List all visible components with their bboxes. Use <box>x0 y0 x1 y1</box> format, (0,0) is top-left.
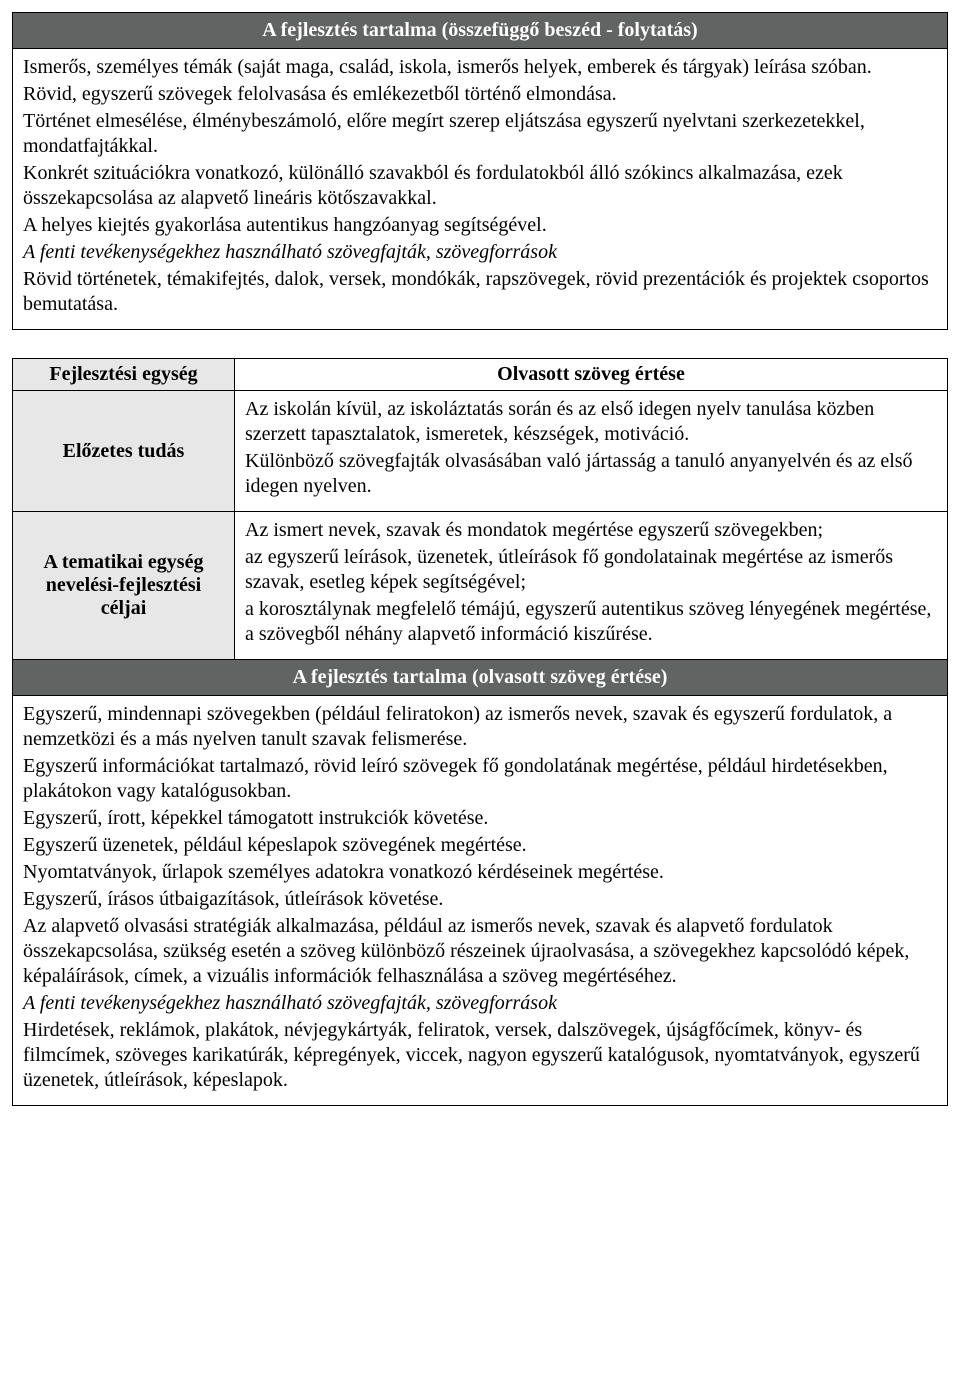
table2-row3-p3: a korosztálynak megfelelő témájú, egysze… <box>245 597 937 647</box>
table1-p6: A fenti tevékenységekhez használható szö… <box>23 240 937 265</box>
table2-body: Egyszerű, mindennapi szövegekben (példáu… <box>13 696 948 1106</box>
table2-row3-p2: az egyszerű leírások, üzenetek, útleírás… <box>245 545 937 595</box>
table2-row1-right: Olvasott szöveg értése <box>235 359 948 391</box>
table2-row3-p1: Az ismert nevek, szavak és mondatok megé… <box>245 518 937 543</box>
table2-body-p6: Egyszerű, írásos útbaigazítások, útleírá… <box>23 887 937 912</box>
table2-body-p2: Egyszerű információkat tartalmazó, rövid… <box>23 754 937 804</box>
table2-body-p1: Egyszerű, mindennapi szövegekben (példáu… <box>23 702 937 752</box>
table1-p7: Rövid történetek, témakifejtés, dalok, v… <box>23 267 937 317</box>
table2-body-p5: Nyomtatványok, űrlapok személyes adatokr… <box>23 860 937 885</box>
table2-row1-left: Fejlesztési egység <box>13 359 235 391</box>
table2-row2-left: Előzetes tudás <box>13 391 235 512</box>
table2-header2: A fejlesztés tartalma (olvasott szöveg é… <box>13 660 948 696</box>
table2-row2-p1: Az iskolán kívül, az iskoláztatás során … <box>245 397 937 447</box>
table1-p2: Rövid, egyszerű szövegek felolvasása és … <box>23 82 937 107</box>
table1-body: Ismerős, személyes témák (saját maga, cs… <box>13 49 948 330</box>
table1-p1: Ismerős, személyes témák (saját maga, cs… <box>23 55 937 80</box>
table-reading-comprehension: Fejlesztési egység Olvasott szöveg értés… <box>12 358 948 1106</box>
table-speech-continuation: A fejlesztés tartalma (összefüggő beszéd… <box>12 12 948 330</box>
table2-body-p3: Egyszerű, írott, képekkel támogatott ins… <box>23 806 937 831</box>
table2-body-p9: Hirdetések, reklámok, plakátok, névjegyk… <box>23 1018 937 1093</box>
table2-row3-left: A tematikai egység nevelési-fejlesztési … <box>13 512 235 660</box>
table2-body-p7: Az alapvető olvasási stratégiák alkalmaz… <box>23 914 937 989</box>
table1-p5: A helyes kiejtés gyakorlása autentikus h… <box>23 213 937 238</box>
table1-p4: Konkrét szituációkra vonatkozó, különáll… <box>23 161 937 211</box>
table2-row2-p2: Különböző szövegfajták olvasásában való … <box>245 449 937 499</box>
table2-body-p4: Egyszerű üzenetek, például képeslapok sz… <box>23 833 937 858</box>
table1-p3: Történet elmesélése, élménybeszámoló, el… <box>23 109 937 159</box>
table2-row3-right: Az ismert nevek, szavak és mondatok megé… <box>235 512 948 660</box>
table2-body-p8: A fenti tevékenységekhez használható szö… <box>23 991 937 1016</box>
table2-row2-right: Az iskolán kívül, az iskoláztatás során … <box>235 391 948 512</box>
table1-header: A fejlesztés tartalma (összefüggő beszéd… <box>13 13 948 49</box>
